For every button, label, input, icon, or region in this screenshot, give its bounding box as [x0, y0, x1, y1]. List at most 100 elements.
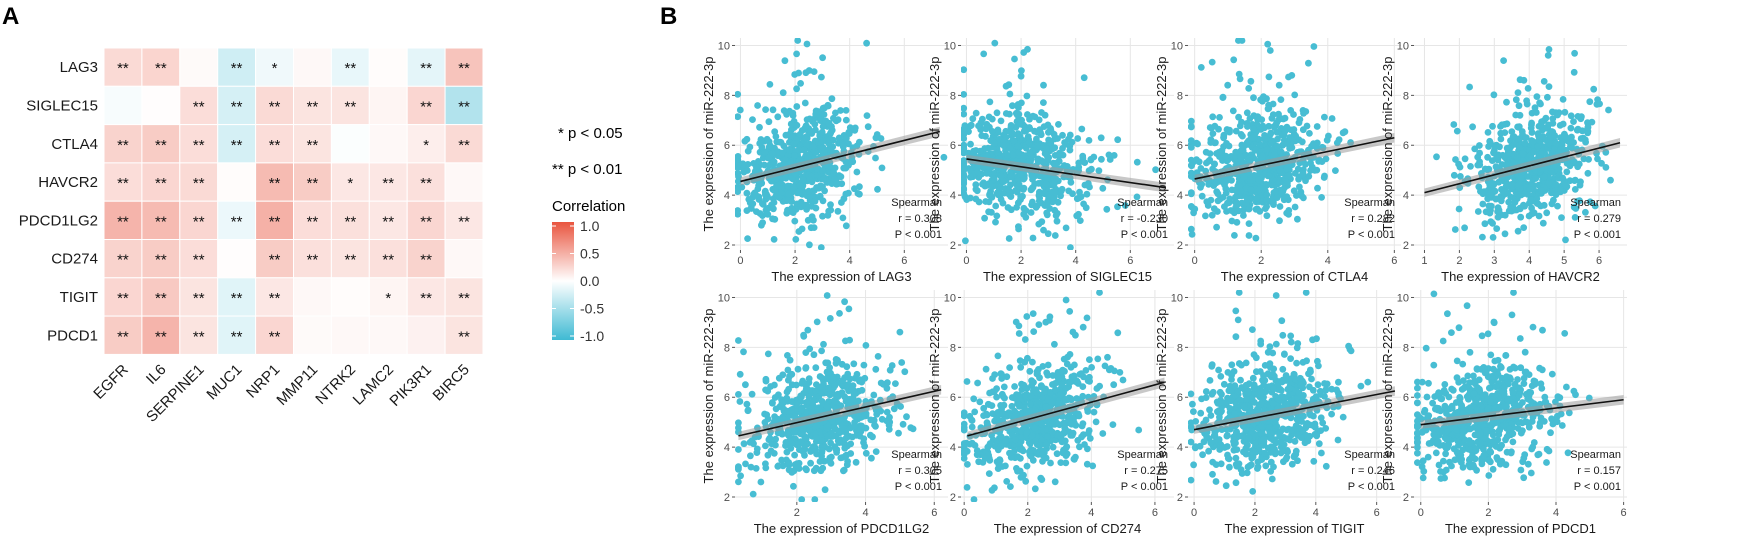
- significance-star: **: [155, 252, 167, 269]
- data-point: [903, 413, 910, 421]
- data-point: [1235, 360, 1243, 367]
- heatmap-cell: [406, 124, 446, 164]
- data-point: [789, 183, 797, 191]
- data-point: [1275, 110, 1282, 118]
- data-point: [1234, 316, 1242, 324]
- heatmap-cell: [444, 162, 484, 202]
- data-point: [1291, 91, 1299, 99]
- data-point: [991, 388, 998, 395]
- data-point: [838, 180, 846, 188]
- data-point: [1049, 145, 1057, 153]
- data-point: [813, 318, 821, 326]
- data-point: [1211, 160, 1218, 168]
- data-point: [1334, 436, 1342, 444]
- data-point: [799, 176, 807, 184]
- data-point: [1068, 432, 1076, 439]
- data-point: [1066, 131, 1074, 139]
- data-point: [1297, 381, 1305, 389]
- data-point: [784, 182, 792, 190]
- data-point: [1051, 478, 1059, 486]
- data-point: [1252, 234, 1260, 242]
- data-point: [1073, 195, 1081, 203]
- data-point: [810, 224, 818, 232]
- data-point: [1190, 461, 1197, 469]
- y-tick-label: 8: [1403, 90, 1409, 102]
- data-point: [1207, 439, 1215, 447]
- data-point: [1063, 163, 1071, 170]
- data-point: [885, 426, 893, 433]
- significance-star: *: [385, 290, 391, 307]
- data-point: [1083, 190, 1091, 198]
- y-tick-label: 2: [950, 492, 956, 504]
- data-point: [1541, 124, 1548, 132]
- data-point: [1450, 171, 1458, 179]
- y-tick-label: 2: [724, 240, 730, 252]
- data-point: [1058, 431, 1066, 438]
- data-point: [1267, 434, 1275, 442]
- data-point: [761, 419, 769, 426]
- data-point: [1188, 169, 1195, 177]
- data-point: [746, 439, 754, 446]
- data-point: [1135, 426, 1143, 434]
- data-point: [1534, 143, 1542, 151]
- data-point: [831, 175, 839, 183]
- data-point: [1225, 455, 1233, 463]
- data-point: [1311, 423, 1319, 431]
- data-point: [1026, 400, 1034, 408]
- data-point: [980, 404, 988, 412]
- data-point: [744, 161, 752, 168]
- data-point: [1029, 310, 1037, 317]
- data-point: [1079, 392, 1087, 400]
- data-point: [1339, 129, 1347, 137]
- heatmap-cell: [103, 277, 143, 317]
- data-point: [841, 298, 848, 306]
- data-point: [1289, 399, 1296, 406]
- data-point: [839, 214, 847, 222]
- data-point: [1291, 437, 1299, 445]
- heatmap-cell: [179, 85, 219, 126]
- data-point: [785, 385, 792, 393]
- data-point: [1099, 430, 1107, 437]
- data-point: [961, 444, 968, 451]
- x-tick-label: 2: [1258, 255, 1264, 267]
- x-tick-label: 0: [1192, 255, 1198, 267]
- heatmap-cell: [368, 85, 408, 126]
- data-point: [983, 120, 991, 128]
- data-point: [819, 123, 827, 130]
- data-point: [1202, 416, 1210, 424]
- data-point: [778, 456, 785, 464]
- data-point: [772, 435, 779, 443]
- data-point: [863, 112, 871, 119]
- data-point: [863, 39, 870, 47]
- data-point: [770, 199, 778, 206]
- data-point: [1207, 412, 1215, 419]
- data-point: [793, 85, 800, 93]
- data-point: [1235, 113, 1242, 121]
- data-point: [805, 375, 813, 383]
- data-point: [1433, 153, 1440, 161]
- data-point: [1323, 380, 1331, 388]
- data-point: [1246, 115, 1254, 122]
- data-point: [825, 120, 833, 128]
- data-point: [735, 210, 742, 218]
- data-point: [1283, 139, 1291, 147]
- data-point: [1237, 376, 1244, 384]
- significance-star: **: [458, 290, 470, 307]
- data-point: [1011, 412, 1018, 420]
- data-point: [795, 228, 803, 235]
- data-point: [1218, 407, 1225, 415]
- data-point: [1224, 199, 1231, 207]
- data-point: [1007, 483, 1014, 490]
- data-point: [1571, 214, 1579, 221]
- data-point: [1514, 89, 1522, 96]
- heatmap-cell: [293, 47, 332, 87]
- data-point: [1193, 156, 1200, 164]
- y-tick-label: 8: [1177, 90, 1183, 102]
- data-point: [971, 408, 979, 416]
- data-point: [819, 54, 826, 62]
- data-point: [797, 80, 804, 87]
- data-point: [1020, 381, 1028, 389]
- data-point: [826, 315, 834, 322]
- data-point: [772, 405, 780, 413]
- data-point: [764, 210, 772, 218]
